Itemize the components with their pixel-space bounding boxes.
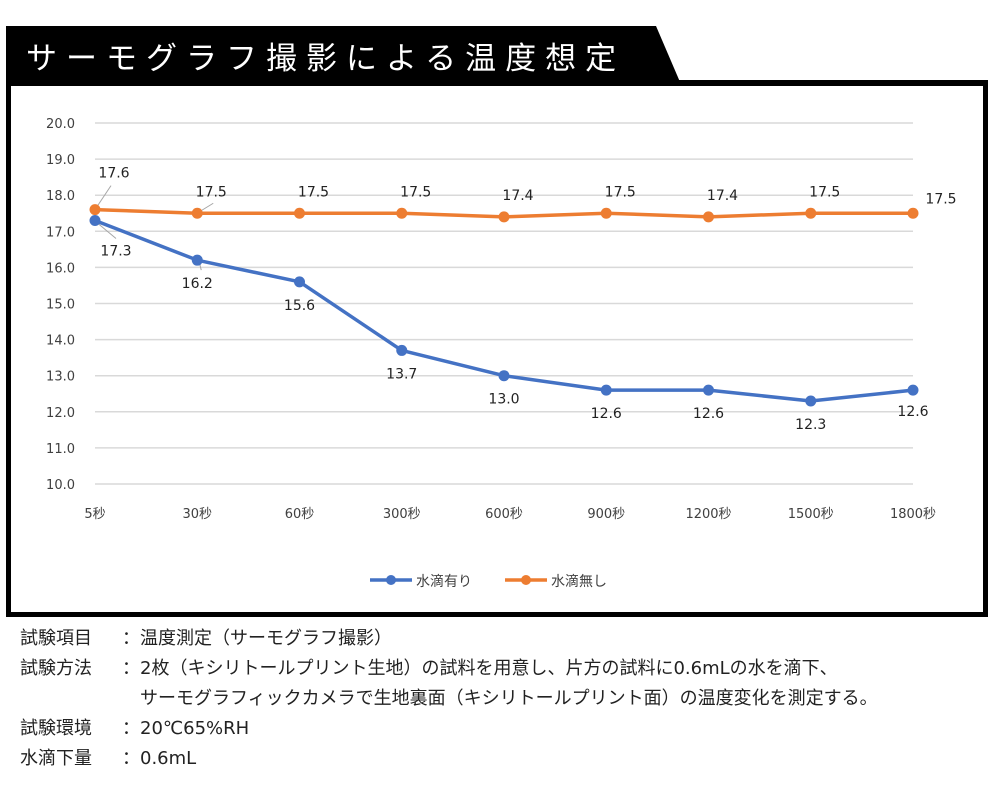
test-notes: 試験項目：温度測定（サーモグラフ撮影） 試験方法： 2枚（キシリトールプリント生地）… bbox=[20, 624, 878, 774]
y-tick-label: 17.0 bbox=[46, 225, 75, 240]
note-row: サーモグラフィックカメラで生地裏面（キシリトールプリント面）の温度変化を測定する… bbox=[20, 684, 878, 714]
note-key: 水滴下量 bbox=[20, 748, 92, 769]
data-label: 12.6 bbox=[591, 406, 622, 422]
page-title: サーモグラフ撮影による温度想定 bbox=[26, 41, 626, 77]
data-point bbox=[191, 254, 203, 266]
data-point bbox=[805, 395, 817, 407]
x-tick-label: 600秒 bbox=[485, 507, 523, 522]
legend-marker bbox=[386, 575, 396, 585]
data-label: 17.5 bbox=[400, 184, 431, 200]
data-point bbox=[600, 207, 612, 219]
chart-frame: 10.0 11.0 12.0 13.0 14.0 15.0 16.0 17.0 18.0 19.0… bbox=[6, 80, 988, 617]
data-point bbox=[294, 276, 305, 288]
data-label: 17.5 bbox=[925, 191, 956, 207]
note-value: サーモグラフィックカメラで生地裏面（キシリトールプリント面）の温度変化を測定する… bbox=[140, 688, 878, 709]
y-axis-ticks: 10.0 11.0 12.0 13.0 14.0 15.0 16.0 17.0 18.0 19.0… bbox=[46, 117, 75, 493]
y-tick-label: 14.0 bbox=[46, 334, 75, 349]
line-chart: 10.0 11.0 12.0 13.0 14.0 15.0 16.0 17.0 18.0 19.0… bbox=[46, 117, 957, 590]
series-with-water-drop bbox=[89, 214, 919, 407]
data-label: 17.6 bbox=[98, 166, 129, 182]
leader-line bbox=[96, 185, 112, 207]
data-label: 17.5 bbox=[196, 184, 227, 200]
note-row: 試験環境 ： 20℃65%RH bbox=[20, 714, 878, 744]
data-label: 12.6 bbox=[693, 406, 724, 422]
x-tick-label: 30秒 bbox=[182, 507, 212, 522]
note-value: 温度測定（サーモグラフ撮影） bbox=[140, 628, 392, 649]
note-row: 試験項目 ：温度測定（サーモグラフ撮影） bbox=[20, 624, 878, 654]
data-label: 12.6 bbox=[897, 404, 928, 420]
y-tick-label: 18.0 bbox=[46, 189, 75, 204]
data-point bbox=[89, 214, 101, 226]
note-separator: ： bbox=[122, 748, 140, 769]
note-key: 試験項目 bbox=[20, 628, 92, 649]
note-key: 試験環境 bbox=[20, 718, 92, 739]
data-label: 17.4 bbox=[707, 188, 738, 204]
note-separator bbox=[122, 684, 140, 714]
data-point bbox=[703, 211, 714, 223]
y-tick-label: 15.0 bbox=[46, 298, 75, 313]
note-key: 試験方法 bbox=[20, 658, 92, 679]
legend-label: 水滴無し bbox=[551, 573, 607, 590]
leader-line bbox=[199, 202, 214, 212]
data-label: 16.2 bbox=[182, 276, 213, 292]
data-point bbox=[89, 204, 101, 216]
x-tick-label: 900秒 bbox=[587, 507, 625, 522]
series-without-water-drop bbox=[89, 204, 919, 223]
y-tick-label: 16.0 bbox=[46, 261, 75, 276]
title-banner-shape bbox=[6, 26, 680, 82]
x-tick-label: 60秒 bbox=[285, 507, 315, 522]
note-row: 試験方法 ： 2枚（キシリトールプリント生地）の試料を用意し、片方の試料に0.6mL… bbox=[20, 654, 878, 684]
y-tick-label: 12.0 bbox=[46, 406, 75, 421]
x-tick-label: 5秒 bbox=[84, 507, 105, 522]
note-value: 2枚（キシリトールプリント生地）の試料を用意し、片方の試料に0.6mLの水を滴下… bbox=[140, 658, 838, 679]
y-tick-label: 11.0 bbox=[46, 442, 75, 457]
data-label: 13.0 bbox=[488, 392, 519, 408]
legend-marker bbox=[521, 575, 531, 585]
data-label: 13.7 bbox=[386, 366, 417, 382]
data-point bbox=[396, 344, 408, 356]
legend-item: 水滴有り bbox=[370, 573, 472, 590]
note-separator: ： bbox=[122, 628, 140, 649]
x-axis-ticks: 5秒 30秒 60秒 300秒 600秒 900秒 1200秒 1500秒 1800秒 bbox=[84, 507, 936, 522]
note-value: 0.6mL bbox=[140, 748, 197, 769]
x-tick-label: 1800秒 bbox=[890, 507, 936, 522]
series bbox=[89, 204, 919, 407]
gridlines bbox=[95, 122, 913, 485]
note-key bbox=[20, 684, 122, 714]
data-point bbox=[294, 207, 305, 219]
data-point bbox=[703, 384, 714, 396]
data-label: 17.3 bbox=[100, 243, 131, 259]
x-tick-label: 1500秒 bbox=[788, 507, 834, 522]
data-point bbox=[600, 384, 612, 396]
data-point bbox=[907, 384, 919, 396]
note-separator: ： bbox=[122, 658, 140, 679]
y-tick-label: 19.0 bbox=[46, 153, 75, 168]
legend-label: 水滴有り bbox=[416, 573, 472, 590]
data-label: 17.4 bbox=[502, 188, 533, 204]
data-point bbox=[907, 207, 919, 219]
note-separator: ： bbox=[122, 718, 140, 739]
x-tick-label: 1200秒 bbox=[685, 507, 731, 522]
legend: 水滴有り 水滴無し bbox=[370, 573, 607, 590]
data-label: 15.6 bbox=[284, 298, 315, 314]
title-banner bbox=[6, 26, 696, 82]
y-tick-label: 13.0 bbox=[46, 370, 75, 385]
legend-item: 水滴無し bbox=[505, 573, 607, 590]
data-point bbox=[191, 207, 203, 219]
data-labels: 17.3 16.2 15.6 13.7 13.0 12.6 12.6 12.3 12.6 17.6… bbox=[98, 166, 956, 433]
x-tick-label: 300秒 bbox=[383, 507, 421, 522]
data-label: 17.5 bbox=[605, 184, 636, 200]
data-point bbox=[498, 211, 510, 223]
note-value: 20℃65%RH bbox=[140, 718, 250, 739]
data-point bbox=[498, 370, 510, 382]
data-label: 12.3 bbox=[795, 417, 826, 433]
data-label: 17.5 bbox=[298, 184, 329, 200]
y-tick-label: 10.0 bbox=[46, 478, 75, 493]
y-tick-label: 20.0 bbox=[46, 117, 75, 132]
data-point bbox=[805, 207, 817, 219]
leader-line bbox=[97, 223, 117, 239]
data-point bbox=[396, 207, 408, 219]
data-label: 17.5 bbox=[809, 184, 840, 200]
note-row: 水滴下量 ： 0.6mL bbox=[20, 744, 878, 774]
